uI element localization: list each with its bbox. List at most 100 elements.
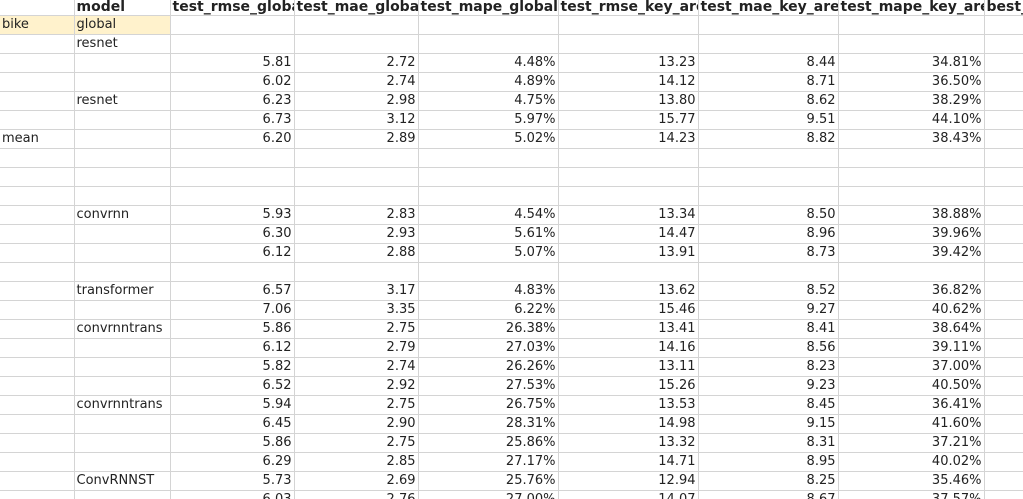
table-cell[interactable]: 6.23 bbox=[170, 91, 295, 111]
table-cell[interactable] bbox=[838, 262, 985, 282]
table-cell[interactable]: 40.62% bbox=[838, 300, 985, 320]
table-cell[interactable]: 36.50% bbox=[838, 72, 985, 92]
table-cell[interactable] bbox=[984, 129, 1023, 149]
table-cell[interactable] bbox=[698, 34, 839, 54]
table-cell[interactable]: 6.30 bbox=[170, 224, 295, 244]
table-cell[interactable]: 27.03% bbox=[418, 338, 559, 358]
table-cell[interactable] bbox=[0, 243, 75, 263]
table-cell[interactable]: 9.23 bbox=[698, 376, 839, 396]
table-cell[interactable]: 2.83 bbox=[294, 205, 419, 225]
table-cell[interactable]: 5.02% bbox=[418, 129, 559, 149]
table-cell[interactable] bbox=[74, 243, 171, 263]
table-cell[interactable]: 13.91 bbox=[558, 243, 699, 263]
table-cell[interactable]: 8.23 bbox=[698, 357, 839, 377]
table-cell[interactable]: 5.82 bbox=[170, 357, 295, 377]
table-cell[interactable]: 5.97% bbox=[418, 110, 559, 130]
table-cell[interactable]: 28.31% bbox=[418, 414, 559, 434]
table-cell[interactable]: 8.50 bbox=[698, 205, 839, 225]
table-cell[interactable]: 4.48% bbox=[418, 53, 559, 73]
table-cell[interactable]: convrnntrans bbox=[74, 395, 171, 415]
table-cell[interactable]: 39.11% bbox=[838, 338, 985, 358]
table-cell[interactable]: 14.16 bbox=[558, 338, 699, 358]
table-cell[interactable]: 36.41% bbox=[838, 395, 985, 415]
table-cell[interactable]: 2.74 bbox=[294, 357, 419, 377]
table-cell[interactable]: resnet bbox=[74, 91, 171, 111]
table-cell[interactable]: 2.79 bbox=[294, 338, 419, 358]
table-cell[interactable] bbox=[984, 91, 1023, 111]
table-cell[interactable] bbox=[0, 357, 75, 377]
table-cell[interactable]: 8.25 bbox=[698, 471, 839, 491]
table-cell[interactable]: 26.38% bbox=[418, 319, 559, 339]
table-cell[interactable]: global bbox=[74, 15, 171, 35]
table-cell[interactable]: 3.35 bbox=[294, 300, 419, 320]
table-cell[interactable] bbox=[0, 72, 75, 92]
table-cell[interactable]: 5.86 bbox=[170, 433, 295, 453]
table-cell[interactable]: 6.20 bbox=[170, 129, 295, 149]
table-cell[interactable] bbox=[0, 319, 75, 339]
table-cell[interactable] bbox=[984, 186, 1023, 206]
table-cell[interactable]: 6.45 bbox=[170, 414, 295, 434]
table-cell[interactable] bbox=[984, 376, 1023, 396]
table-cell[interactable]: 37.57% bbox=[838, 490, 985, 499]
column-header-best-e[interactable]: best_e bbox=[984, 0, 1023, 16]
table-cell[interactable]: 15.26 bbox=[558, 376, 699, 396]
table-cell[interactable] bbox=[984, 224, 1023, 244]
column-header-test-rmse-key-area[interactable]: test_rmse_key_area bbox=[558, 0, 699, 16]
column-header-test-mae-key-area[interactable]: test_mae_key_area bbox=[698, 0, 839, 16]
table-cell[interactable] bbox=[294, 186, 419, 206]
table-cell[interactable] bbox=[170, 167, 295, 187]
table-cell[interactable]: 8.95 bbox=[698, 452, 839, 472]
table-cell[interactable]: 38.29% bbox=[838, 91, 985, 111]
table-cell[interactable] bbox=[170, 262, 295, 282]
table-cell[interactable] bbox=[984, 414, 1023, 434]
table-cell[interactable]: 14.23 bbox=[558, 129, 699, 149]
table-cell[interactable]: 8.82 bbox=[698, 129, 839, 149]
table-cell[interactable] bbox=[0, 471, 75, 491]
table-cell[interactable]: 14.07 bbox=[558, 490, 699, 499]
table-cell[interactable]: 6.52 bbox=[170, 376, 295, 396]
table-cell[interactable] bbox=[984, 357, 1023, 377]
table-cell[interactable]: 8.31 bbox=[698, 433, 839, 453]
table-cell[interactable] bbox=[984, 262, 1023, 282]
table-cell[interactable] bbox=[838, 34, 985, 54]
table-cell[interactable] bbox=[984, 53, 1023, 73]
table-cell[interactable]: 13.62 bbox=[558, 281, 699, 301]
table-cell[interactable] bbox=[984, 15, 1023, 35]
table-cell[interactable] bbox=[74, 53, 171, 73]
table-cell[interactable] bbox=[698, 167, 839, 187]
table-cell[interactable] bbox=[984, 205, 1023, 225]
table-cell[interactable]: ConvRNNST bbox=[74, 471, 171, 491]
table-cell[interactable] bbox=[170, 148, 295, 168]
table-cell[interactable] bbox=[558, 34, 699, 54]
table-cell[interactable] bbox=[558, 148, 699, 168]
table-cell[interactable]: 2.74 bbox=[294, 72, 419, 92]
table-cell[interactable]: 13.80 bbox=[558, 91, 699, 111]
table-cell[interactable] bbox=[170, 15, 295, 35]
table-cell[interactable]: 4.75% bbox=[418, 91, 559, 111]
table-cell[interactable]: 8.41 bbox=[698, 319, 839, 339]
table-cell[interactable]: 2.76 bbox=[294, 490, 419, 499]
table-cell[interactable]: 26.75% bbox=[418, 395, 559, 415]
table-cell[interactable]: 5.73 bbox=[170, 471, 295, 491]
table-cell[interactable] bbox=[418, 262, 559, 282]
table-cell[interactable]: 6.22% bbox=[418, 300, 559, 320]
table-cell[interactable] bbox=[984, 110, 1023, 130]
column-header-test-mape-key-area[interactable]: test_mape_key_area bbox=[838, 0, 985, 16]
table-cell[interactable]: 8.52 bbox=[698, 281, 839, 301]
table-cell[interactable]: 8.56 bbox=[698, 338, 839, 358]
table-cell[interactable]: convrnn bbox=[74, 205, 171, 225]
table-cell[interactable] bbox=[74, 262, 171, 282]
table-cell[interactable]: 5.61% bbox=[418, 224, 559, 244]
table-cell[interactable] bbox=[558, 167, 699, 187]
table-cell[interactable]: 13.41 bbox=[558, 319, 699, 339]
table-cell[interactable] bbox=[984, 72, 1023, 92]
table-cell[interactable] bbox=[984, 452, 1023, 472]
table-cell[interactable] bbox=[558, 186, 699, 206]
table-cell[interactable] bbox=[74, 167, 171, 187]
table-cell[interactable]: 9.27 bbox=[698, 300, 839, 320]
table-cell[interactable]: 6.12 bbox=[170, 338, 295, 358]
table-cell[interactable]: 8.67 bbox=[698, 490, 839, 499]
table-cell[interactable] bbox=[74, 338, 171, 358]
table-cell[interactable] bbox=[0, 186, 75, 206]
table-cell[interactable] bbox=[294, 148, 419, 168]
